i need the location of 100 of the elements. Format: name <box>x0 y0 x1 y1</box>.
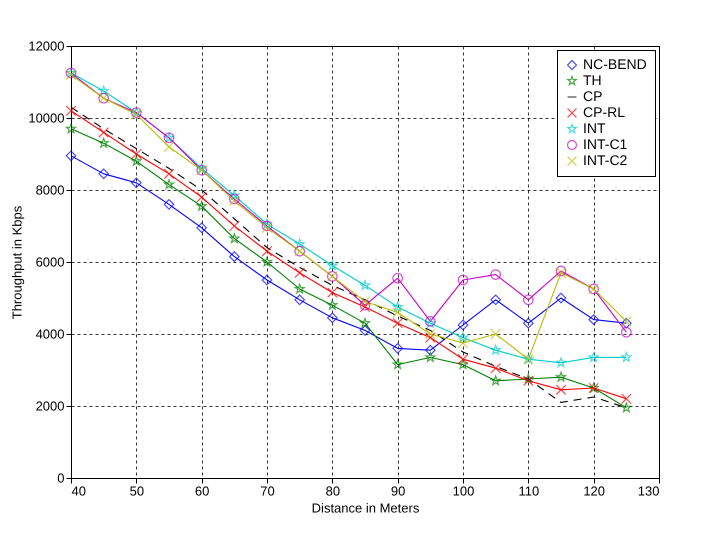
point <box>621 352 632 362</box>
point <box>98 168 110 180</box>
point <box>164 199 174 210</box>
point <box>392 343 404 354</box>
x-tick-label: 70 <box>260 484 275 498</box>
x-tick-label: 120 <box>583 484 606 498</box>
point <box>196 163 207 173</box>
point <box>588 314 600 325</box>
x-axis-title: Distance in Meters <box>312 500 420 516</box>
point <box>164 141 174 152</box>
y-tick-label: 8000 <box>36 182 64 198</box>
point <box>98 138 109 148</box>
x-tick-label: 60 <box>194 484 210 498</box>
x-tick-label: 130 <box>638 484 660 498</box>
point <box>424 328 436 340</box>
point <box>392 307 404 318</box>
point <box>294 267 306 278</box>
point <box>360 296 370 307</box>
point <box>458 332 468 342</box>
point <box>66 105 76 116</box>
point <box>556 384 566 396</box>
point <box>164 168 174 180</box>
point <box>196 222 208 234</box>
point <box>424 344 436 356</box>
point <box>196 200 207 211</box>
x-tick-label: 80 <box>326 484 340 498</box>
point <box>556 292 566 304</box>
point <box>490 375 501 386</box>
point <box>556 372 566 382</box>
point <box>327 300 338 310</box>
point <box>490 294 502 306</box>
x-tick-label: 90 <box>390 484 406 498</box>
point <box>522 318 534 329</box>
point <box>326 312 338 324</box>
point <box>392 318 404 329</box>
point <box>262 246 272 257</box>
legend-label: INT <box>583 120 606 136</box>
point <box>229 190 240 200</box>
point <box>196 192 208 203</box>
point <box>130 148 142 160</box>
point <box>620 393 632 404</box>
point <box>458 354 468 365</box>
point <box>588 352 599 362</box>
point <box>490 328 502 340</box>
x-tick-label: 40 <box>72 484 86 498</box>
point <box>523 374 534 384</box>
point <box>228 220 240 232</box>
point <box>490 344 501 355</box>
point <box>490 362 502 374</box>
point <box>294 294 306 306</box>
y-axis-title: Throughput in Kbps <box>9 205 24 320</box>
y-tick-label: 12000 <box>28 38 64 54</box>
point <box>458 359 468 370</box>
point <box>620 326 632 338</box>
point <box>98 127 110 138</box>
point <box>490 269 502 280</box>
point <box>131 156 142 166</box>
point <box>229 233 240 244</box>
point <box>164 179 174 190</box>
point <box>424 332 436 343</box>
point <box>621 402 632 412</box>
y-tick-label: 6000 <box>36 254 64 270</box>
point <box>556 357 566 368</box>
point <box>360 280 370 290</box>
point <box>66 150 76 162</box>
legend-label: CP-RL <box>583 104 626 120</box>
point <box>326 287 338 298</box>
legend-label: CP <box>583 88 602 104</box>
point <box>228 251 240 262</box>
point <box>262 274 272 286</box>
x-tick-label: 100 <box>452 484 474 498</box>
x-tick-label: 50 <box>130 484 144 498</box>
point <box>425 352 436 362</box>
point <box>327 260 338 270</box>
point <box>522 294 534 306</box>
y-tick-label: 4000 <box>36 326 64 342</box>
point <box>458 274 468 286</box>
point <box>66 123 76 134</box>
legend-label: INT-C1 <box>583 136 628 152</box>
y-tick-label: 10000 <box>28 110 64 126</box>
point <box>130 177 142 188</box>
point <box>360 325 370 336</box>
y-tick-label: 2000 <box>36 398 64 414</box>
point <box>458 320 468 330</box>
y-tick-label: 0 <box>57 470 64 486</box>
point <box>392 272 404 284</box>
point <box>294 284 305 294</box>
point <box>392 359 403 370</box>
legend-label: TH <box>583 72 602 88</box>
point <box>522 375 534 386</box>
point <box>458 338 468 348</box>
point <box>392 302 403 312</box>
x-tick-label: 110 <box>518 484 540 498</box>
legend-label: INT-C2 <box>583 152 628 168</box>
point <box>294 238 305 248</box>
legend-label: NC-BEND <box>583 56 647 72</box>
point <box>360 318 370 328</box>
point <box>262 256 272 266</box>
point <box>98 86 109 96</box>
point <box>262 218 272 229</box>
